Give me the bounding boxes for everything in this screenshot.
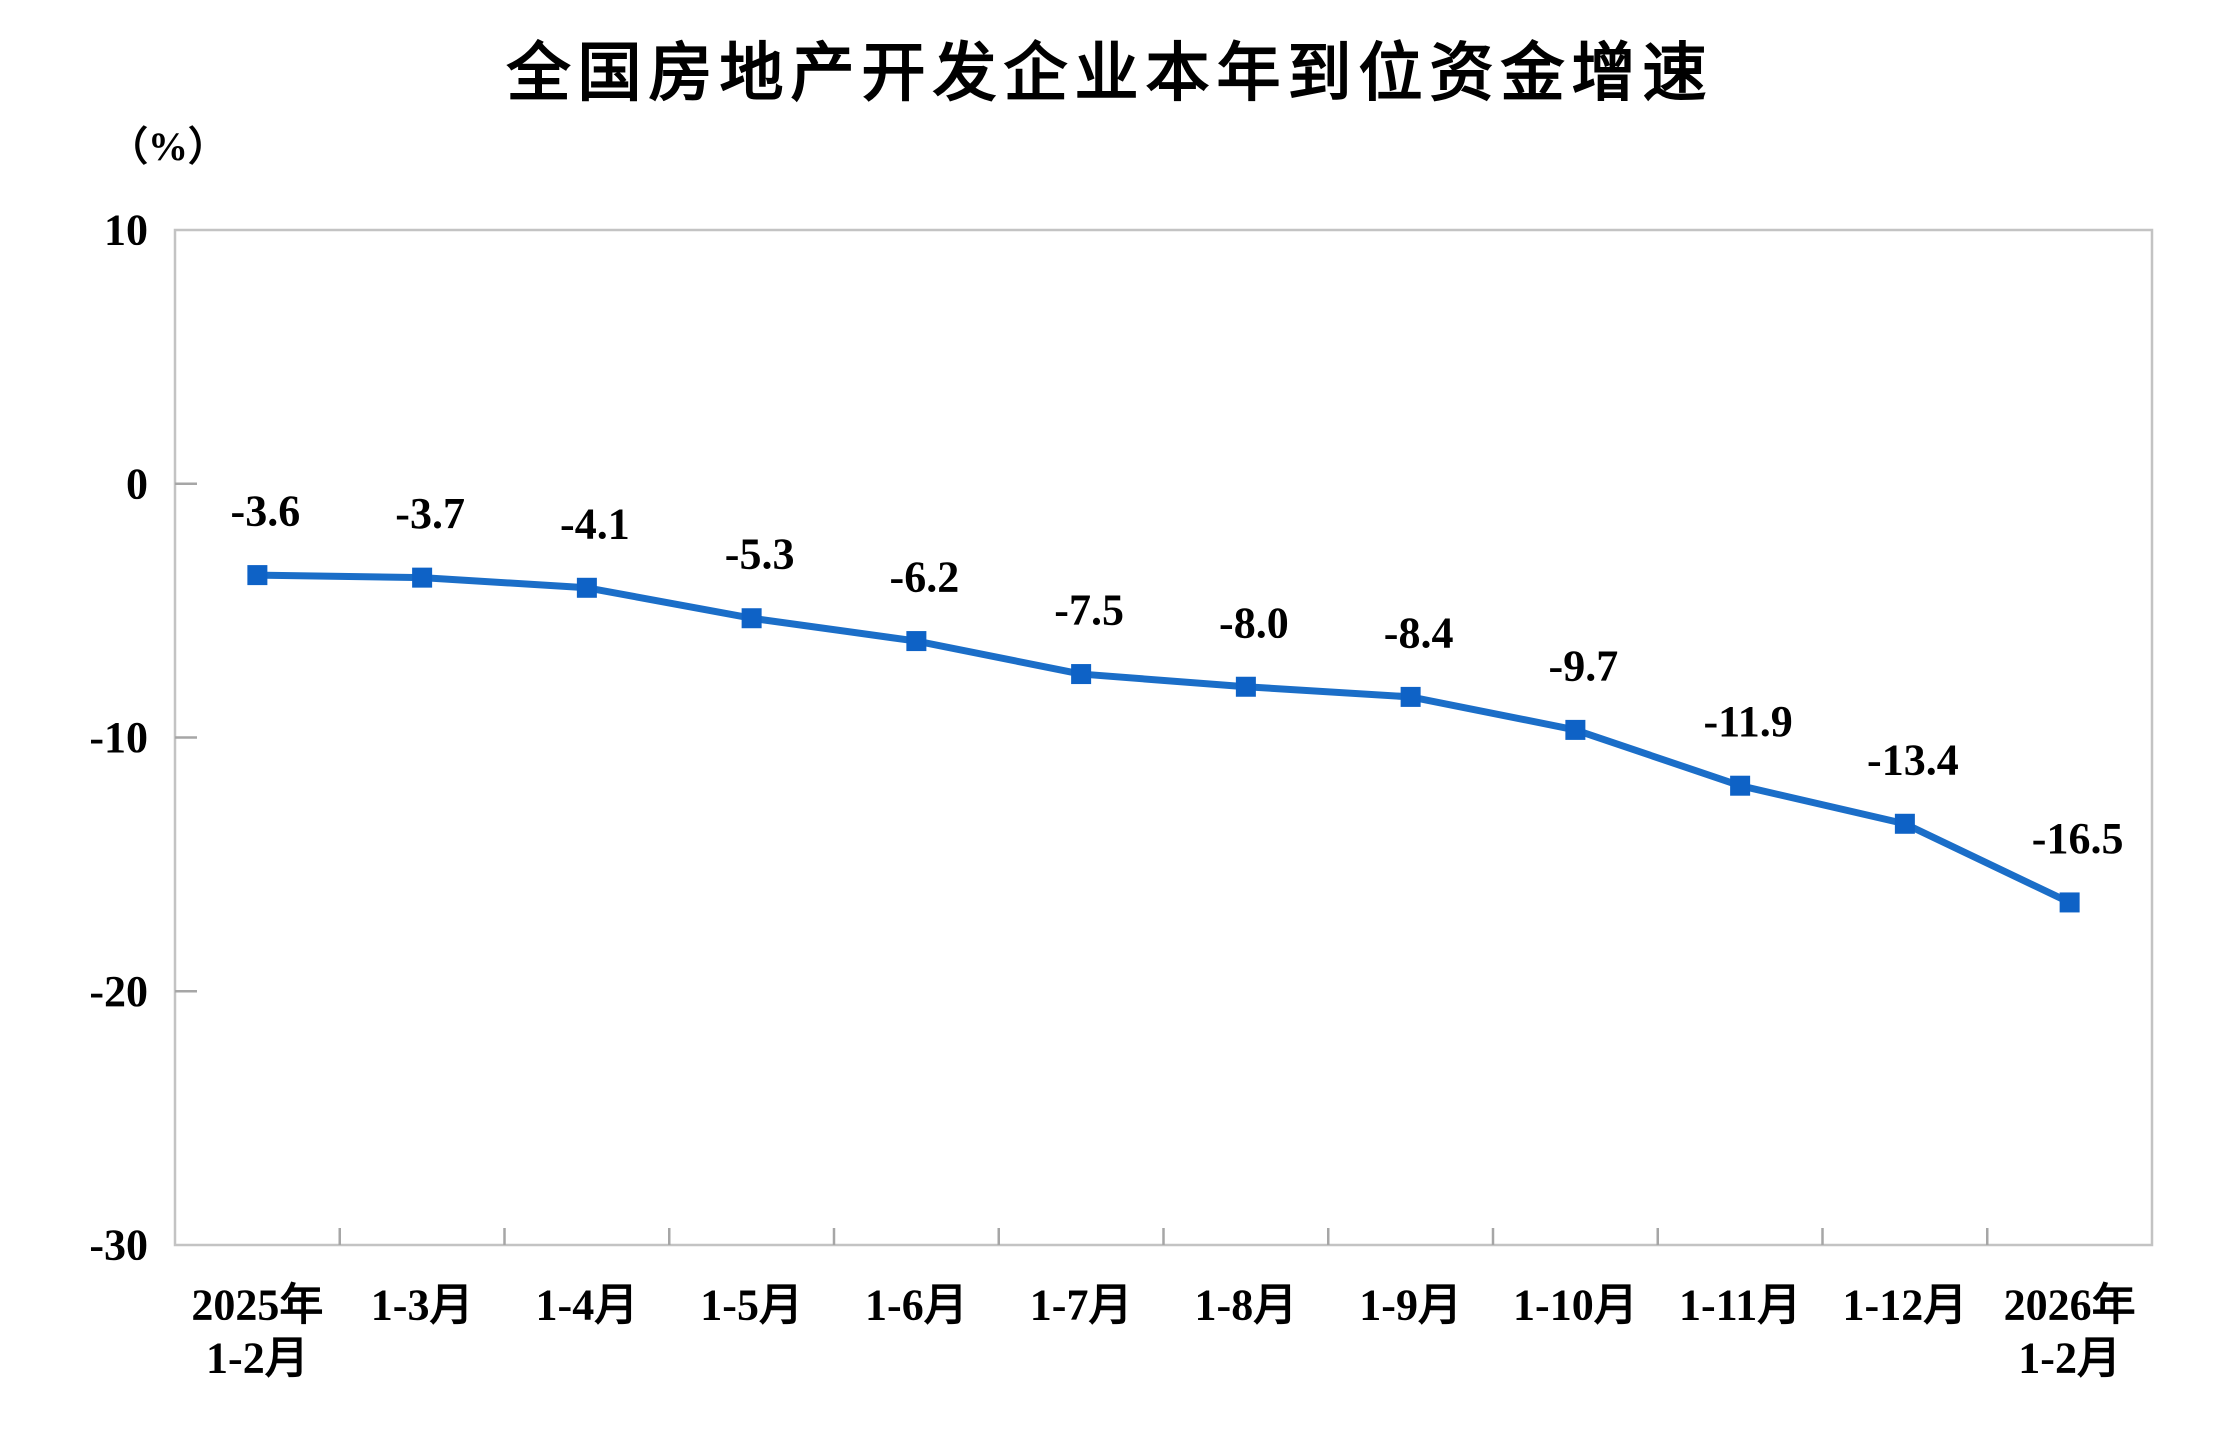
data-point-marker (1894, 813, 1915, 834)
y-axis-tick-label: -10 (89, 713, 148, 762)
data-line (253, 571, 2074, 906)
y-axis-unit-label: （%） (108, 124, 228, 169)
x-axis-label: 1-5月 (700, 1281, 803, 1330)
data-point-marker (906, 631, 927, 652)
data-point-label: -9.7 (1549, 641, 1619, 690)
x-axis-label: 1-2月 (2018, 1334, 2121, 1383)
data-point-marker (741, 608, 762, 629)
x-axis-label: 1-10月 (1513, 1281, 1638, 1330)
data-point-label: -8.0 (1219, 598, 1289, 647)
x-axis-label: 1-9月 (1359, 1281, 1462, 1330)
data-point-marker (247, 565, 268, 586)
x-axis-label: 2026年 (2004, 1281, 2136, 1330)
data-point-marker (1071, 664, 1092, 685)
data-point-label: -16.5 (2032, 814, 2124, 863)
data-point-marker (2059, 892, 2080, 913)
data-point-label: -5.3 (725, 530, 795, 579)
x-axis-label: 1-3月 (371, 1281, 474, 1330)
x-axis-label: 1-12月 (1843, 1281, 1968, 1330)
data-point-marker (1730, 775, 1751, 796)
x-axis-label: 1-6月 (865, 1281, 968, 1330)
data-point-marker (1400, 686, 1421, 707)
y-axis-tick-label: -30 (89, 1221, 148, 1270)
y-axis-tick-label: -20 (89, 967, 148, 1016)
data-point-label: -3.6 (231, 487, 301, 536)
x-axis-label: 1-8月 (1195, 1281, 1298, 1330)
y-axis-tick-label: 0 (126, 459, 148, 508)
data-point-label: -8.4 (1384, 608, 1454, 657)
x-axis-label: 2025年 (191, 1281, 323, 1330)
data-point-label: -4.1 (560, 499, 630, 548)
data-point-label: -6.2 (890, 553, 960, 602)
x-axis-label: 1-7月 (1030, 1281, 1133, 1330)
data-point-label: -3.7 (395, 489, 465, 538)
x-axis-label: 1-11月 (1679, 1281, 1801, 1330)
data-point-marker (576, 577, 597, 598)
y-axis-tick-label: 10 (104, 206, 148, 255)
x-axis-label: 1-2月 (206, 1334, 309, 1383)
chart-title: 全国房地产开发企业本年到位资金增速 (506, 37, 1714, 109)
plot-border (173, 228, 2154, 1247)
data-point-label: -7.5 (1054, 586, 1124, 635)
x-axis-label: 1-4月 (536, 1281, 639, 1330)
data-point-marker (1235, 676, 1256, 697)
data-point-label: -11.9 (1704, 697, 1793, 746)
data-point-marker (1565, 719, 1586, 740)
data-point-marker (412, 567, 433, 588)
data-point-label: -13.4 (1867, 735, 1959, 784)
